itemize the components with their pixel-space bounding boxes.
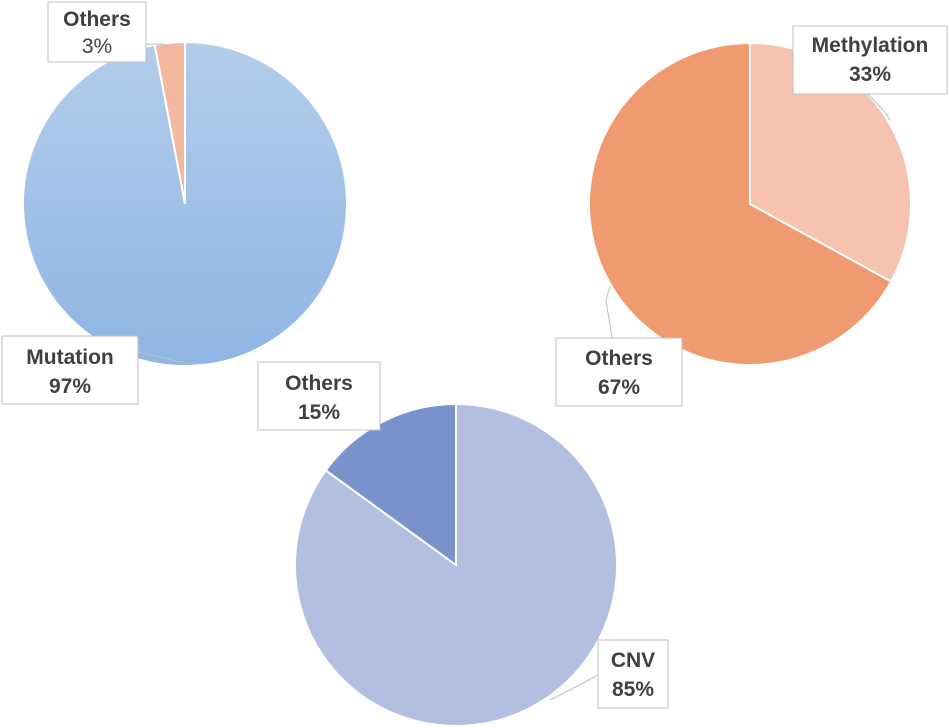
pie-slices-mutation [22, 40, 348, 367]
slice-value-others-methylation-chart: 67% [598, 376, 640, 399]
pie-chart-mutation: Others 3% Mutation 97% [1, 1, 348, 405]
callout-box-methylation [792, 25, 948, 95]
pie-slice-mutation [22, 40, 348, 367]
leader-line-mutation [137, 351, 201, 365]
callout-box-others-mutation-chart [47, 1, 147, 63]
slice-value-methylation: 33% [849, 63, 891, 86]
pie-slice-others-methylation-chart [588, 41, 893, 366]
callout-others-methylation-chart: Others 67% [555, 285, 683, 407]
pie-slices-cnv [294, 402, 618, 727]
callout-mutation: Mutation 97% [1, 335, 201, 405]
callout-cnv: CNV 85% [549, 639, 669, 709]
pie-chart-methylation: Methylation 33% Others 67% [555, 25, 948, 407]
callout-methylation: Methylation 33% [792, 25, 948, 121]
callout-box-others-methylation-chart [555, 337, 683, 407]
slice-value-mutation: 97% [49, 375, 91, 398]
callout-others-cnv-chart: Others 15% [257, 361, 381, 431]
leader-line-cnv [549, 674, 599, 701]
pie-chart-cnv: Others 15% CNV 85% [257, 361, 669, 727]
slice-label-others-mutation-chart: Others [63, 8, 131, 31]
pie-slice-methylation [749, 41, 912, 283]
leader-line-others-methylation-chart [605, 285, 613, 339]
callout-others-mutation-chart: Others 3% [47, 1, 173, 63]
slice-label-cnv: CNV [611, 649, 655, 672]
pie-slice-others-cnv-chart [324, 402, 457, 567]
callout-box-mutation [1, 335, 139, 405]
slice-value-others-cnv-chart: 15% [298, 401, 340, 424]
leader-line-methylation [867, 93, 891, 121]
callout-box-cnv [597, 639, 669, 709]
slice-value-cnv: 85% [612, 678, 654, 701]
callout-box-others-cnv-chart [257, 361, 381, 431]
slice-value-others-mutation-chart: 3% [82, 35, 112, 58]
slice-label-mutation: Mutation [26, 346, 113, 369]
slice-label-methylation: Methylation [812, 34, 929, 57]
slice-label-others-cnv-chart: Others [285, 372, 353, 395]
slice-label-others-methylation-chart: Others [585, 347, 653, 370]
pie-slices-methylation [588, 41, 912, 366]
